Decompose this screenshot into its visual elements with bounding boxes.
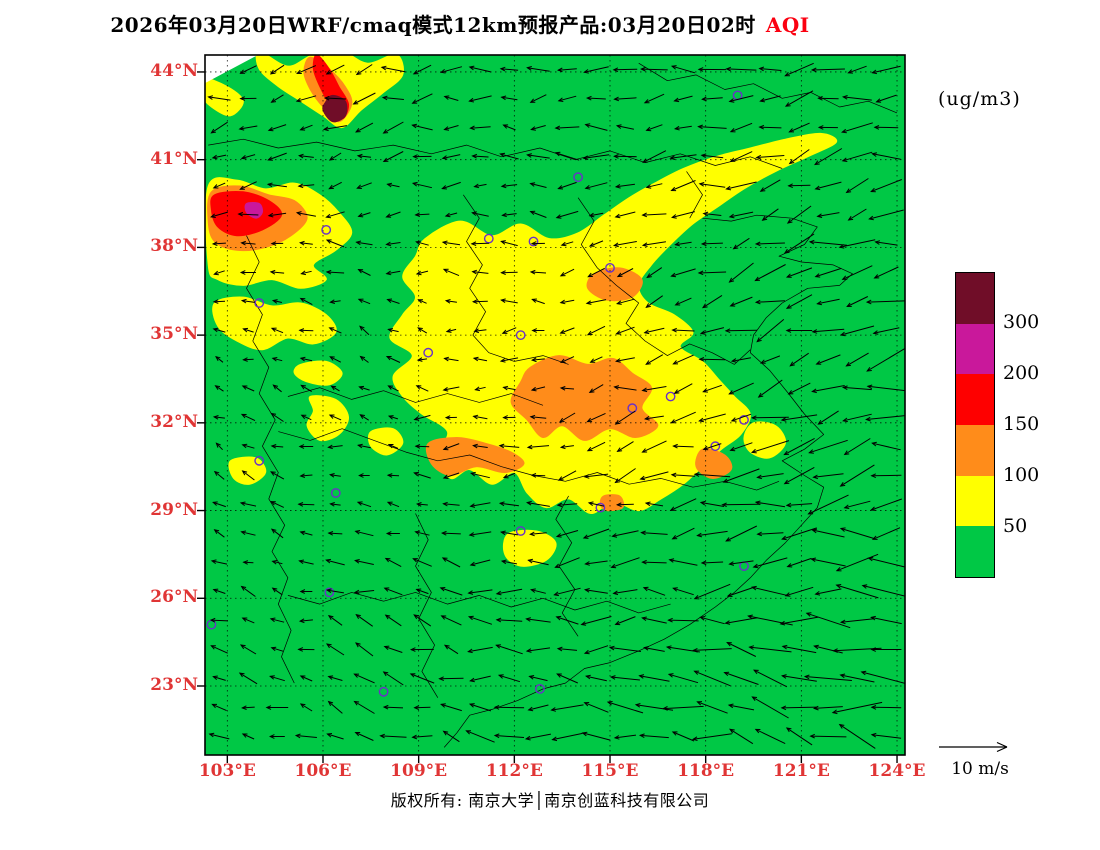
wind-vectors: [207, 62, 905, 749]
axis-ticks: [197, 71, 898, 763]
title-text: 2026年03月20日WRF/cmaq模式12km预报产品:03月20日02时: [110, 13, 756, 37]
colorbar-level-label: 150: [1003, 413, 1040, 435]
wind-reference: 10 m/s: [935, 738, 1025, 779]
lat-tick-label: 32°N: [150, 411, 198, 432]
map-layers: [205, 55, 905, 755]
colorbar-cell: [956, 323, 994, 375]
page-title: 2026年03月20日WRF/cmaq模式12km预报产品:03月20日02时 A…: [0, 9, 920, 38]
lon-tick-label: 124°E: [868, 761, 926, 781]
lat-tick-label: 29°N: [150, 499, 198, 520]
colorbar-unit-label: (ug/m3): [938, 88, 1021, 110]
wind-reference-arrow-icon: [939, 741, 1008, 753]
lon-tick-label: 115°E: [581, 761, 639, 781]
province-boundaries: [208, 62, 898, 748]
wind-reference-label: 10 m/s: [951, 759, 1009, 779]
city-markers: [206, 90, 749, 697]
lon-tick-label: 109°E: [390, 761, 448, 781]
aqi-forecast-map: [197, 54, 906, 763]
lon-tick-label: 103°E: [198, 761, 256, 781]
copyright-footer: 版权所有: 南京大学│南京创蓝科技有限公司: [390, 791, 710, 810]
lat-tick-label: 44°N: [150, 60, 198, 81]
lon-tick-label: 121°E: [772, 761, 830, 781]
colorbar-cell: [956, 526, 994, 578]
map-frame: [204, 54, 906, 756]
colorbar-level-label: 300: [1003, 311, 1040, 333]
lat-tick-label: 41°N: [150, 148, 198, 169]
lon-tick-label: 118°E: [677, 761, 735, 781]
colorbar-cell: [956, 273, 994, 324]
colorbar-cell: [956, 475, 994, 527]
lat-tick-label: 38°N: [150, 236, 198, 257]
lat-tick-label: 26°N: [150, 587, 198, 608]
colorbar-level-label: 100: [1003, 464, 1040, 486]
lon-tick-label: 106°E: [294, 761, 352, 781]
colorbar-level-label: 200: [1003, 362, 1040, 384]
colorbar-cell: [956, 425, 994, 476]
title-variable: AQI: [765, 13, 810, 37]
graticule: [205, 55, 905, 755]
lat-tick-label: 23°N: [150, 674, 198, 695]
colorbar-cell: [956, 374, 994, 426]
lat-tick-label: 35°N: [150, 324, 198, 345]
colorbar-level-label: 50: [1003, 515, 1028, 537]
lon-tick-label: 112°E: [485, 761, 543, 781]
colorbar: [955, 272, 995, 578]
